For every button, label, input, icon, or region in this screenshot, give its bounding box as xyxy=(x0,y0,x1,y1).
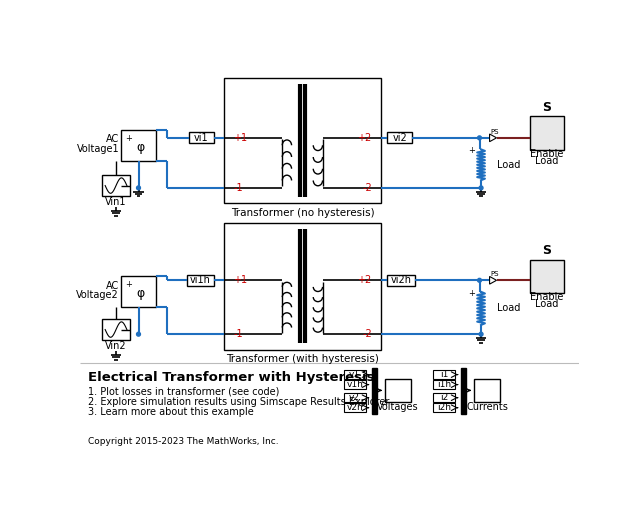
Text: Copyright 2015-2023 The MathWorks, Inc.: Copyright 2015-2023 The MathWorks, Inc. xyxy=(88,437,279,446)
Bar xyxy=(530,260,564,294)
Text: i1h: i1h xyxy=(437,380,451,389)
Text: Transformer (with hysteresis): Transformer (with hysteresis) xyxy=(226,354,379,364)
Bar xyxy=(474,379,500,402)
Bar xyxy=(189,132,213,143)
Text: Electrical Transformer with Hysteresis: Electrical Transformer with Hysteresis xyxy=(88,371,375,384)
Text: -2: -2 xyxy=(362,183,372,193)
Text: PS: PS xyxy=(490,271,498,277)
Text: +1: +1 xyxy=(233,133,247,143)
Bar xyxy=(102,175,130,196)
Text: Load: Load xyxy=(496,160,520,170)
Text: vi2: vi2 xyxy=(392,133,407,143)
Bar xyxy=(224,78,381,203)
Text: v2h: v2h xyxy=(347,403,363,412)
Text: PS: PS xyxy=(490,129,498,135)
Text: v1h: v1h xyxy=(347,380,363,389)
Bar xyxy=(387,132,412,143)
Text: Transformer (no hysteresis): Transformer (no hysteresis) xyxy=(231,207,374,218)
Text: vi1h: vi1h xyxy=(190,275,211,285)
Text: 1. Plot losses in transformer (see code): 1. Plot losses in transformer (see code) xyxy=(88,386,280,396)
Bar xyxy=(344,393,366,402)
Bar xyxy=(186,275,215,285)
Text: Enable: Enable xyxy=(530,292,564,302)
Text: Currents: Currents xyxy=(466,403,508,412)
Bar xyxy=(344,404,366,412)
Bar xyxy=(102,319,130,340)
Text: Vin1: Vin1 xyxy=(105,197,127,207)
Circle shape xyxy=(479,186,483,190)
Text: +2: +2 xyxy=(358,133,372,143)
Bar xyxy=(372,368,377,414)
Circle shape xyxy=(478,278,482,282)
Bar xyxy=(433,393,455,402)
Text: +: + xyxy=(468,147,475,156)
Text: +: + xyxy=(125,280,132,289)
Text: 2. Explore simulation results using Simscape Results Explorer: 2. Explore simulation results using Sims… xyxy=(88,396,390,407)
Text: φ: φ xyxy=(137,287,145,300)
Text: Enable: Enable xyxy=(530,149,564,159)
Text: -1: -1 xyxy=(233,329,242,339)
Text: vi1: vi1 xyxy=(194,133,208,143)
Bar xyxy=(433,380,455,389)
Bar xyxy=(344,380,366,389)
Text: +2: +2 xyxy=(358,275,372,285)
Bar xyxy=(387,275,415,285)
Bar xyxy=(122,276,156,307)
Text: AC: AC xyxy=(106,134,119,144)
Text: i2: i2 xyxy=(440,393,448,402)
Text: Voltage1: Voltage1 xyxy=(77,143,119,154)
Text: Load: Load xyxy=(535,299,559,309)
Text: vi2h: vi2h xyxy=(391,275,412,285)
Text: Voltages: Voltages xyxy=(377,403,419,412)
Text: Load: Load xyxy=(496,303,520,313)
Text: i2h: i2h xyxy=(437,403,451,412)
Bar xyxy=(122,130,156,161)
Text: S: S xyxy=(543,244,552,257)
Circle shape xyxy=(478,136,482,140)
Bar xyxy=(344,371,366,379)
Text: 3. Learn more about this example: 3. Learn more about this example xyxy=(88,407,254,417)
Text: Load: Load xyxy=(535,156,559,166)
Bar xyxy=(385,379,412,402)
Circle shape xyxy=(479,332,483,336)
Text: AC: AC xyxy=(106,281,119,291)
Text: +: + xyxy=(468,289,475,298)
Text: Vin2: Vin2 xyxy=(105,341,127,351)
Bar xyxy=(433,371,455,379)
Text: φ: φ xyxy=(137,140,145,154)
Text: v2: v2 xyxy=(349,393,360,402)
Text: +1: +1 xyxy=(233,275,247,285)
Text: S: S xyxy=(543,101,552,114)
Bar xyxy=(433,404,455,412)
Bar xyxy=(530,116,564,150)
Bar xyxy=(224,223,381,350)
Bar xyxy=(461,368,466,414)
Text: -2: -2 xyxy=(362,329,372,339)
Circle shape xyxy=(136,332,140,336)
Text: v1: v1 xyxy=(349,370,360,379)
Circle shape xyxy=(136,186,140,190)
Text: i1: i1 xyxy=(440,370,448,379)
Text: +: + xyxy=(125,134,132,143)
Text: Voltage2: Voltage2 xyxy=(77,290,119,300)
Text: -1: -1 xyxy=(233,183,242,193)
